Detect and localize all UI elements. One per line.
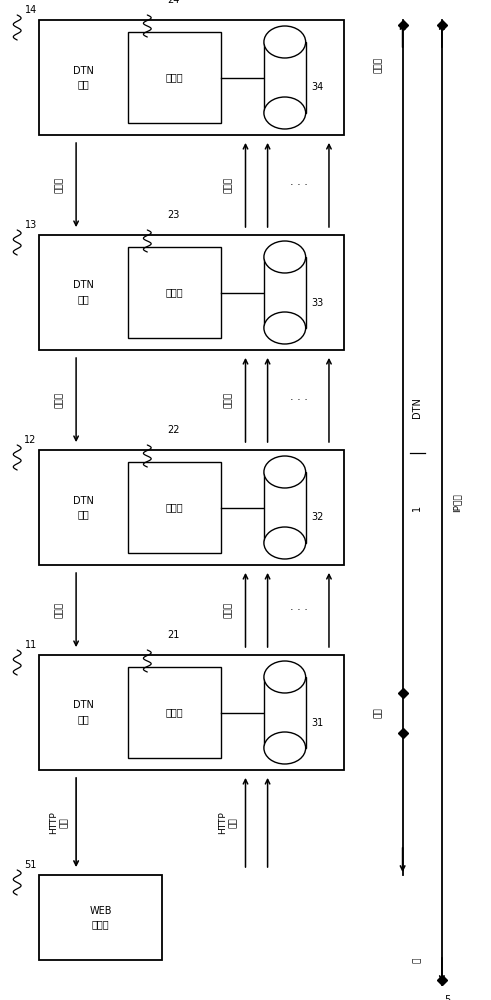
Bar (264, 42, 305, 113)
Text: 31: 31 (312, 718, 324, 728)
Text: 34: 34 (312, 83, 324, 93)
Text: 请求束: 请求束 (55, 392, 63, 408)
Text: · · ·: · · · (290, 605, 307, 615)
Text: 13: 13 (25, 220, 37, 230)
Text: 11: 11 (25, 640, 37, 650)
Bar (39, 655, 344, 770)
Bar (39, 450, 344, 565)
Text: DTN: DTN (412, 397, 422, 418)
Bar (264, 472, 305, 543)
Bar (128, 32, 221, 123)
Bar (264, 257, 305, 328)
Ellipse shape (264, 456, 305, 488)
Text: HTTP
请求: HTTP 请求 (49, 811, 69, 834)
Ellipse shape (264, 241, 305, 273)
Text: DTN
节点: DTN 节点 (73, 66, 94, 90)
Text: 5: 5 (444, 995, 451, 1000)
Text: DTN
节点: DTN 节点 (73, 700, 94, 724)
Text: 24: 24 (167, 0, 179, 5)
Text: 32: 32 (312, 513, 324, 522)
Ellipse shape (264, 312, 305, 344)
Text: 请求束: 请求束 (55, 602, 63, 618)
Bar (128, 462, 221, 553)
Ellipse shape (264, 732, 305, 764)
Ellipse shape (264, 97, 305, 129)
Text: 处理器: 处理器 (165, 288, 183, 298)
Text: 22: 22 (167, 425, 179, 435)
Text: 响应束: 响应束 (224, 602, 233, 618)
Text: 处理器: 处理器 (165, 708, 183, 718)
Text: 23: 23 (167, 210, 179, 220)
Text: 33: 33 (312, 298, 324, 308)
Bar (264, 677, 305, 748)
Text: 代理: 代理 (374, 707, 382, 718)
Text: WEB
服务器: WEB 服务器 (89, 906, 112, 930)
Bar (39, 875, 162, 960)
Text: 21: 21 (167, 630, 179, 640)
Text: HTTP
响应: HTTP 响应 (218, 811, 238, 834)
Text: 14: 14 (25, 5, 37, 15)
Text: 处理器: 处理器 (165, 503, 183, 513)
Bar (128, 667, 221, 758)
Text: 响应束: 响应束 (224, 392, 233, 408)
Text: 源: 源 (413, 957, 422, 963)
Text: 51: 51 (25, 860, 37, 870)
Text: 目的地: 目的地 (374, 57, 382, 73)
Text: 请求束: 请求束 (55, 177, 63, 193)
Text: 12: 12 (25, 435, 37, 445)
Ellipse shape (264, 661, 305, 693)
Text: 1: 1 (412, 504, 422, 511)
Text: IP网络: IP网络 (452, 493, 461, 512)
Ellipse shape (264, 26, 305, 58)
Text: · · ·: · · · (290, 180, 307, 190)
Bar (128, 247, 221, 338)
Text: DTN
节点: DTN 节点 (73, 496, 94, 520)
Text: 处理器: 处理器 (165, 73, 183, 83)
Ellipse shape (264, 527, 305, 559)
Text: DTN
节点: DTN 节点 (73, 280, 94, 304)
Bar (39, 20, 344, 135)
Bar (39, 235, 344, 350)
Text: · · ·: · · · (290, 395, 307, 405)
Text: 响应束: 响应束 (224, 177, 233, 193)
